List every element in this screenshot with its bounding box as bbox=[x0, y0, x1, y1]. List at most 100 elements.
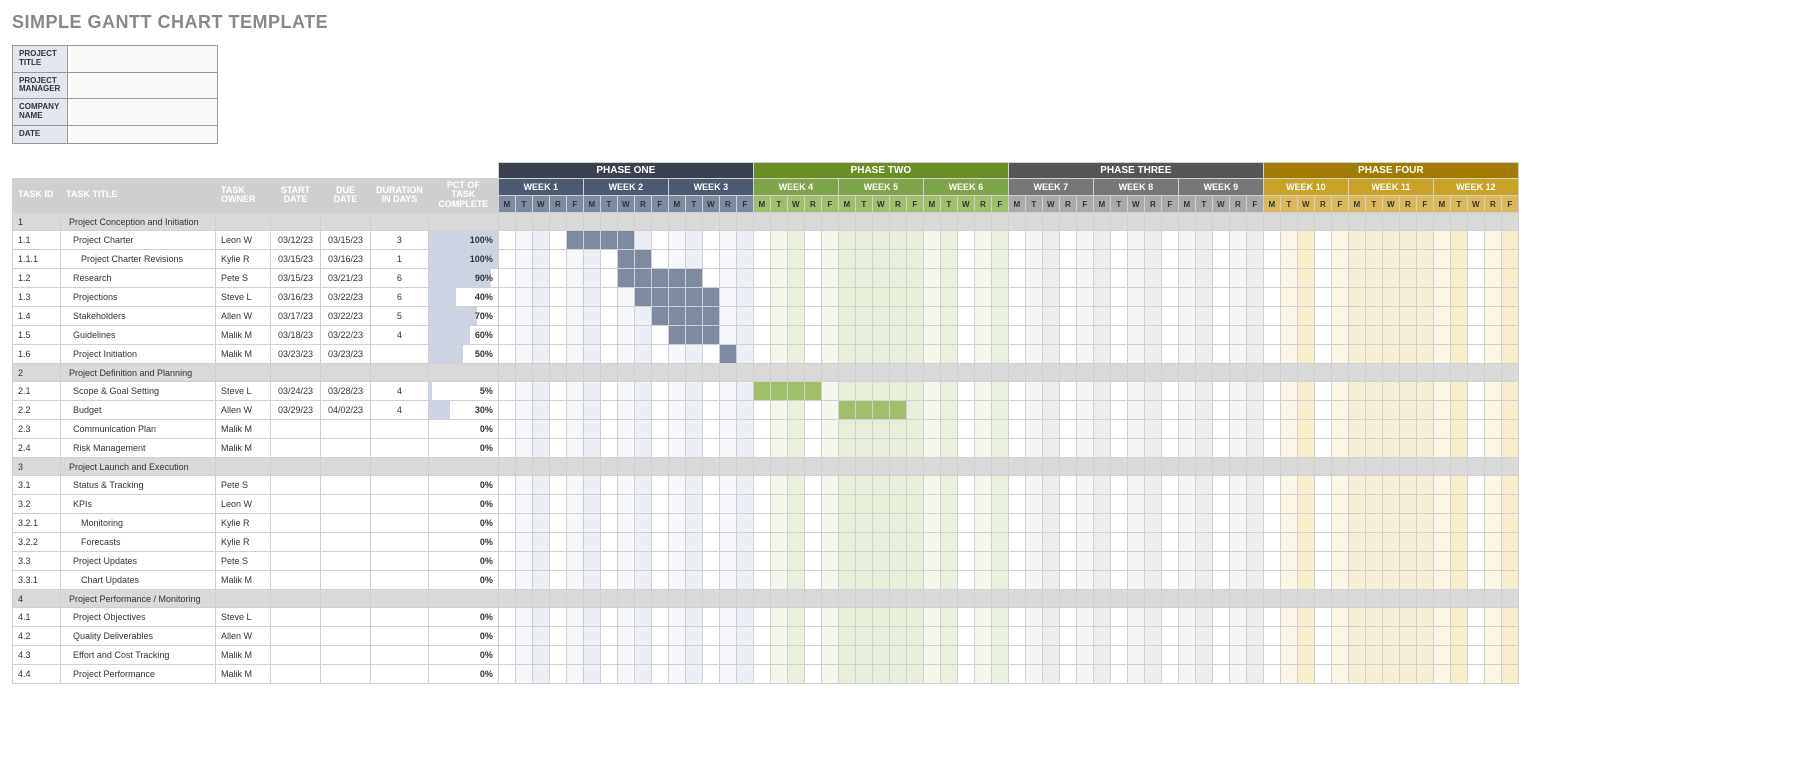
gantt-cell[interactable] bbox=[957, 288, 974, 307]
gantt-cell[interactable] bbox=[498, 401, 515, 420]
gantt-cell[interactable] bbox=[1110, 608, 1127, 627]
gantt-cell[interactable] bbox=[770, 307, 787, 326]
gantt-cell[interactable] bbox=[617, 231, 634, 250]
gantt-cell[interactable] bbox=[1195, 326, 1212, 345]
gantt-cell[interactable] bbox=[1144, 250, 1161, 269]
gantt-cell[interactable] bbox=[957, 495, 974, 514]
gantt-cell[interactable] bbox=[668, 307, 685, 326]
gantt-cell[interactable] bbox=[923, 627, 940, 646]
gantt-cell[interactable] bbox=[719, 533, 736, 552]
duration[interactable] bbox=[371, 571, 429, 590]
gantt-cell[interactable] bbox=[1280, 533, 1297, 552]
gantt-cell[interactable] bbox=[906, 269, 923, 288]
gantt-cell[interactable] bbox=[1484, 514, 1501, 533]
gantt-cell[interactable] bbox=[940, 476, 957, 495]
task-id[interactable]: 2.2 bbox=[13, 401, 61, 420]
pct-complete[interactable]: 0% bbox=[428, 608, 498, 627]
gantt-cell[interactable] bbox=[1416, 476, 1433, 495]
gantt-cell[interactable] bbox=[940, 552, 957, 571]
gantt-cell[interactable] bbox=[1229, 665, 1246, 684]
due-date[interactable] bbox=[321, 439, 371, 458]
gantt-cell[interactable] bbox=[634, 326, 651, 345]
gantt-cell[interactable] bbox=[651, 288, 668, 307]
gantt-cell[interactable] bbox=[1212, 401, 1229, 420]
gantt-cell[interactable] bbox=[906, 231, 923, 250]
gantt-cell[interactable] bbox=[736, 627, 753, 646]
gantt-cell[interactable] bbox=[906, 439, 923, 458]
gantt-cell[interactable] bbox=[668, 495, 685, 514]
gantt-cell[interactable] bbox=[753, 514, 770, 533]
gantt-cell[interactable] bbox=[1382, 250, 1399, 269]
gantt-cell[interactable] bbox=[1331, 608, 1348, 627]
gantt-cell[interactable] bbox=[991, 326, 1008, 345]
gantt-cell[interactable] bbox=[1365, 646, 1382, 665]
gantt-cell[interactable] bbox=[651, 646, 668, 665]
gantt-cell[interactable] bbox=[1365, 420, 1382, 439]
gantt-cell[interactable] bbox=[1365, 571, 1382, 590]
gantt-cell[interactable] bbox=[804, 627, 821, 646]
gantt-cell[interactable] bbox=[957, 420, 974, 439]
gantt-cell[interactable] bbox=[1382, 571, 1399, 590]
gantt-cell[interactable] bbox=[1212, 552, 1229, 571]
gantt-cell[interactable] bbox=[804, 571, 821, 590]
gantt-cell[interactable] bbox=[1280, 382, 1297, 401]
meta-value-input[interactable] bbox=[68, 125, 218, 143]
gantt-cell[interactable] bbox=[532, 476, 549, 495]
gantt-cell[interactable] bbox=[1365, 627, 1382, 646]
gantt-cell[interactable] bbox=[1195, 665, 1212, 684]
gantt-cell[interactable] bbox=[702, 231, 719, 250]
gantt-cell[interactable] bbox=[1093, 439, 1110, 458]
gantt-cell[interactable] bbox=[634, 476, 651, 495]
gantt-cell[interactable] bbox=[668, 420, 685, 439]
gantt-cell[interactable] bbox=[1212, 646, 1229, 665]
gantt-cell[interactable] bbox=[923, 269, 940, 288]
gantt-cell[interactable] bbox=[549, 533, 566, 552]
gantt-cell[interactable] bbox=[1467, 307, 1484, 326]
gantt-cell[interactable] bbox=[532, 514, 549, 533]
gantt-cell[interactable] bbox=[855, 307, 872, 326]
gantt-cell[interactable] bbox=[668, 269, 685, 288]
gantt-cell[interactable] bbox=[1093, 382, 1110, 401]
gantt-cell[interactable] bbox=[787, 231, 804, 250]
gantt-cell[interactable] bbox=[838, 269, 855, 288]
gantt-cell[interactable] bbox=[1076, 439, 1093, 458]
gantt-cell[interactable] bbox=[1178, 533, 1195, 552]
gantt-cell[interactable] bbox=[906, 608, 923, 627]
gantt-cell[interactable] bbox=[872, 382, 889, 401]
pct-complete[interactable]: 0% bbox=[428, 514, 498, 533]
gantt-cell[interactable] bbox=[1467, 608, 1484, 627]
gantt-cell[interactable] bbox=[1484, 307, 1501, 326]
gantt-cell[interactable] bbox=[1348, 250, 1365, 269]
gantt-cell[interactable] bbox=[736, 514, 753, 533]
gantt-cell[interactable] bbox=[1416, 269, 1433, 288]
gantt-cell[interactable] bbox=[1144, 382, 1161, 401]
gantt-cell[interactable] bbox=[1382, 608, 1399, 627]
gantt-cell[interactable] bbox=[1195, 627, 1212, 646]
gantt-cell[interactable] bbox=[770, 345, 787, 364]
gantt-cell[interactable] bbox=[1263, 646, 1280, 665]
gantt-cell[interactable] bbox=[600, 476, 617, 495]
task-title[interactable]: Chart Updates bbox=[61, 571, 216, 590]
gantt-cell[interactable] bbox=[1263, 326, 1280, 345]
gantt-cell[interactable] bbox=[702, 646, 719, 665]
gantt-cell[interactable] bbox=[1161, 345, 1178, 364]
gantt-cell[interactable] bbox=[991, 608, 1008, 627]
task-owner[interactable]: Leon W bbox=[216, 231, 271, 250]
gantt-cell[interactable] bbox=[1450, 439, 1467, 458]
gantt-cell[interactable] bbox=[906, 627, 923, 646]
task-id[interactable]: 3.2.2 bbox=[13, 533, 61, 552]
gantt-cell[interactable] bbox=[719, 495, 736, 514]
gantt-cell[interactable] bbox=[736, 307, 753, 326]
gantt-cell[interactable] bbox=[1127, 250, 1144, 269]
gantt-cell[interactable] bbox=[1229, 608, 1246, 627]
gantt-cell[interactable] bbox=[685, 231, 702, 250]
gantt-cell[interactable] bbox=[702, 401, 719, 420]
gantt-cell[interactable] bbox=[600, 571, 617, 590]
gantt-cell[interactable] bbox=[1246, 288, 1263, 307]
gantt-cell[interactable] bbox=[1365, 326, 1382, 345]
gantt-cell[interactable] bbox=[702, 382, 719, 401]
gantt-cell[interactable] bbox=[787, 401, 804, 420]
task-owner[interactable]: Kylie R bbox=[216, 533, 271, 552]
gantt-cell[interactable] bbox=[1246, 646, 1263, 665]
gantt-cell[interactable] bbox=[702, 345, 719, 364]
